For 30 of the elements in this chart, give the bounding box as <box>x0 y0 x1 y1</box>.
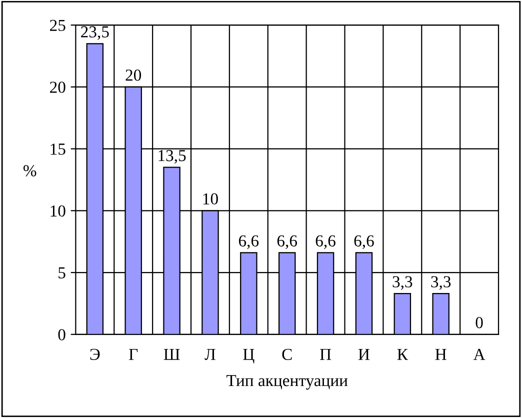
x-tick-label: Ш <box>164 348 180 360</box>
data-label: 10 <box>203 193 218 205</box>
data-label: 3,3 <box>392 276 412 290</box>
y-tick-label: 25 <box>50 20 66 32</box>
data-label: 6,6 <box>238 235 259 249</box>
x-tick-label: Э <box>90 348 100 360</box>
x-tick-label: К <box>397 348 408 360</box>
data-label: 13,5 <box>158 150 186 164</box>
x-tick-label: Ц <box>243 348 254 364</box>
data-label: 23,5 <box>81 26 109 40</box>
y-tick-label: 10 <box>50 205 66 217</box>
y-tick-label: 0 <box>58 329 66 340</box>
y-tick-label: 15 <box>50 144 66 155</box>
y-tick-label: 20 <box>50 82 66 93</box>
x-tick-label: Г <box>129 348 138 360</box>
data-label: 3,3 <box>431 276 451 290</box>
data-label: 20 <box>126 70 142 81</box>
y-axis-title: % <box>23 165 36 176</box>
y-tick-label: 5 <box>58 267 66 278</box>
x-tick-label: П <box>320 348 332 360</box>
x-axis-title: Тип акцентуации <box>226 375 348 390</box>
x-tick-label: Л <box>204 348 216 360</box>
x-tick-label: Н <box>435 348 446 360</box>
data-label: 6,6 <box>277 235 298 249</box>
data-label: 0 <box>476 316 483 328</box>
x-tick-label: И <box>358 348 370 360</box>
data-label: 6,6 <box>316 235 336 249</box>
x-tick-label: С <box>282 348 292 360</box>
data-label: 6,6 <box>354 235 374 249</box>
x-tick-label: А <box>473 348 486 360</box>
